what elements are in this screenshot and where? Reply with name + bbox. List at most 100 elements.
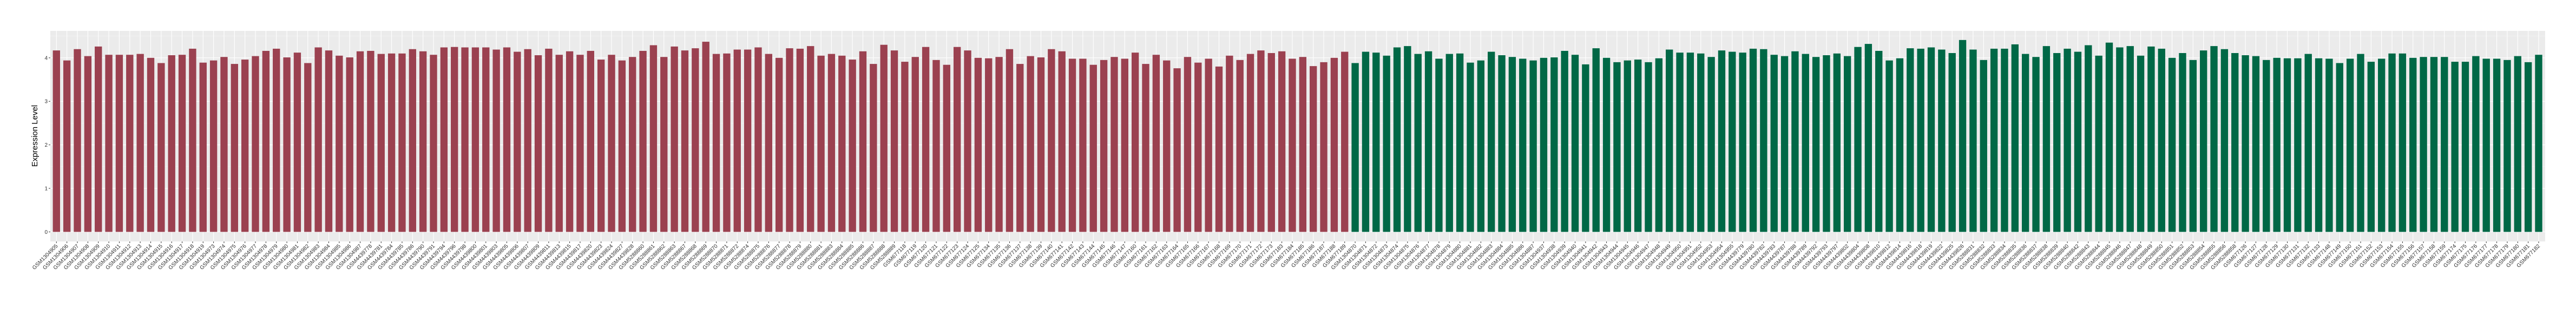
bar-GSM4439803: [492, 49, 500, 232]
bar-GSM5288832: [1980, 60, 1987, 232]
bar-GSM5288880: [807, 46, 814, 232]
bar-GSM677119: [911, 57, 919, 232]
bar-GSM1304984: [325, 50, 333, 232]
bar-GSM677145: [1100, 60, 1108, 232]
y-tick-label: 4: [44, 55, 48, 61]
bar-GSM677182: [2535, 55, 2542, 232]
bar-GSM5288884: [838, 55, 846, 232]
bar-GSM1304975: [231, 64, 238, 232]
y-tick-label: 2: [44, 142, 48, 148]
bar-GSM5288872: [733, 49, 741, 232]
bar-GSM5288854: [2200, 50, 2207, 232]
bar-GSM677183: [1278, 51, 1286, 232]
bar-GSM1304907: [74, 49, 81, 232]
bar-GSM677189: [1341, 51, 1349, 232]
bar-GSM4439782: [1760, 49, 1767, 232]
bar-GSM677187: [1320, 62, 1328, 232]
bar-GSM677142: [1068, 58, 1076, 232]
bar-GSM4439817: [576, 55, 584, 232]
bar-GSM677140: [1048, 49, 1055, 232]
bar-GSM1304915: [157, 63, 165, 232]
bar-GSM677118: [901, 62, 909, 232]
bar-GSM1304918: [189, 48, 196, 232]
bar-GSM4439811: [545, 48, 553, 232]
bar-GSM5288844: [2095, 55, 2102, 232]
bar-GSM5288856: [2220, 49, 2229, 232]
bar-GSM5288877: [775, 57, 783, 232]
bar-GSM5288879: [796, 48, 804, 232]
bar-GSM4439787: [1780, 56, 1789, 232]
bar-GSM1304881: [1467, 62, 1474, 232]
bar-GSM5288842: [2074, 51, 2082, 232]
bar-GSM1304909: [95, 46, 102, 232]
bar-GSM1304882: [1477, 60, 1485, 232]
bar-GSM1304950: [1676, 53, 1684, 232]
bar-GSM5288849: [2147, 46, 2155, 232]
bar-GSM677139: [1037, 57, 1045, 232]
bar-GSM677136: [1006, 49, 1014, 232]
bar-GSM677141: [1058, 51, 1066, 232]
bar-GSM1304943: [1602, 57, 1611, 232]
bar-GSM677148: [2325, 58, 2333, 232]
bar-GSM5288850: [2158, 48, 2165, 232]
bar-GSM1304887: [1529, 60, 1537, 232]
bar-GSM677158: [2430, 57, 2438, 232]
bar-GSM4439804: [1854, 47, 1862, 232]
bar-GSM4439800: [471, 47, 479, 232]
bar-GSM677180: [2514, 56, 2521, 232]
bar-GSM5288885: [849, 60, 856, 232]
bar-GSM677161: [1142, 64, 1149, 232]
bar-GSM5288870: [712, 54, 720, 232]
bar-GSM677165: [1184, 57, 1192, 232]
bar-GSM1304908: [84, 56, 92, 232]
bar-GSM1304878: [1435, 58, 1443, 232]
bar-GSM4439828: [629, 57, 636, 232]
bar-GSM677155: [2398, 53, 2407, 232]
bar-GSM677156: [2409, 57, 2417, 232]
bar-GSM1304919: [199, 62, 207, 232]
bar-GSM1304974: [220, 57, 228, 232]
bar-GSM677123: [953, 47, 961, 232]
bar-GSM677157: [2420, 57, 2427, 232]
bar-GSM4439812: [1885, 60, 1893, 232]
bar-GSM1304876: [1414, 54, 1422, 232]
bar-GSM677134: [985, 58, 993, 232]
bar-GSM4439798: [461, 47, 469, 232]
bar-GSM1304942: [1592, 48, 1600, 232]
bar-GSM1304955: [1729, 51, 1736, 232]
bar-GSM677144: [1089, 64, 1097, 232]
bar-GSM5288839: [2053, 53, 2061, 232]
x-axis: GSM1304905GSM1304906GSM1304907GSM1304908…: [31, 241, 2541, 271]
bar-GSM1304886: [1519, 58, 1527, 232]
bar-GSM5288871: [723, 53, 731, 232]
bar-GSM677179: [2503, 60, 2511, 232]
bar-GSM5288887: [870, 64, 877, 232]
bar-GSM5288853: [2189, 60, 2197, 232]
bar-GSM4439816: [1907, 48, 1914, 232]
bar-GSM1304978: [262, 50, 270, 232]
bar-GSM4439807: [524, 49, 531, 232]
bars: [52, 40, 2542, 232]
bar-GSM1304945: [1624, 60, 1631, 232]
y-tick-label: 3: [44, 99, 48, 105]
bar-GSM1304910: [105, 55, 113, 232]
bar-GSM4439789: [1802, 54, 1809, 232]
bar-GSM1304916: [168, 55, 175, 232]
bar-GSM1304939: [1561, 50, 1568, 232]
bar-GSM1304883: [1488, 51, 1495, 232]
bar-GSM677143: [1079, 58, 1087, 232]
bar-GSM1304977: [252, 56, 259, 232]
bar-GSM5288858: [2231, 53, 2239, 232]
bar-GSM5288845: [2105, 42, 2113, 232]
bar-GSM4439791: [430, 55, 437, 232]
bar-GSM677135: [995, 57, 1003, 232]
bar-GSM4439780: [1749, 48, 1757, 232]
bar-GSM677174: [2451, 62, 2459, 232]
bar-GSM677184: [1289, 58, 1296, 232]
bar-GSM4439785: [398, 53, 406, 232]
bar-GSM1304913: [136, 54, 144, 232]
bar-GSM677133: [2315, 58, 2323, 232]
bar-GSM4439822: [1938, 49, 1946, 232]
bar-GSM4439805: [503, 47, 511, 232]
bar-GSM677169: [1226, 55, 1233, 232]
